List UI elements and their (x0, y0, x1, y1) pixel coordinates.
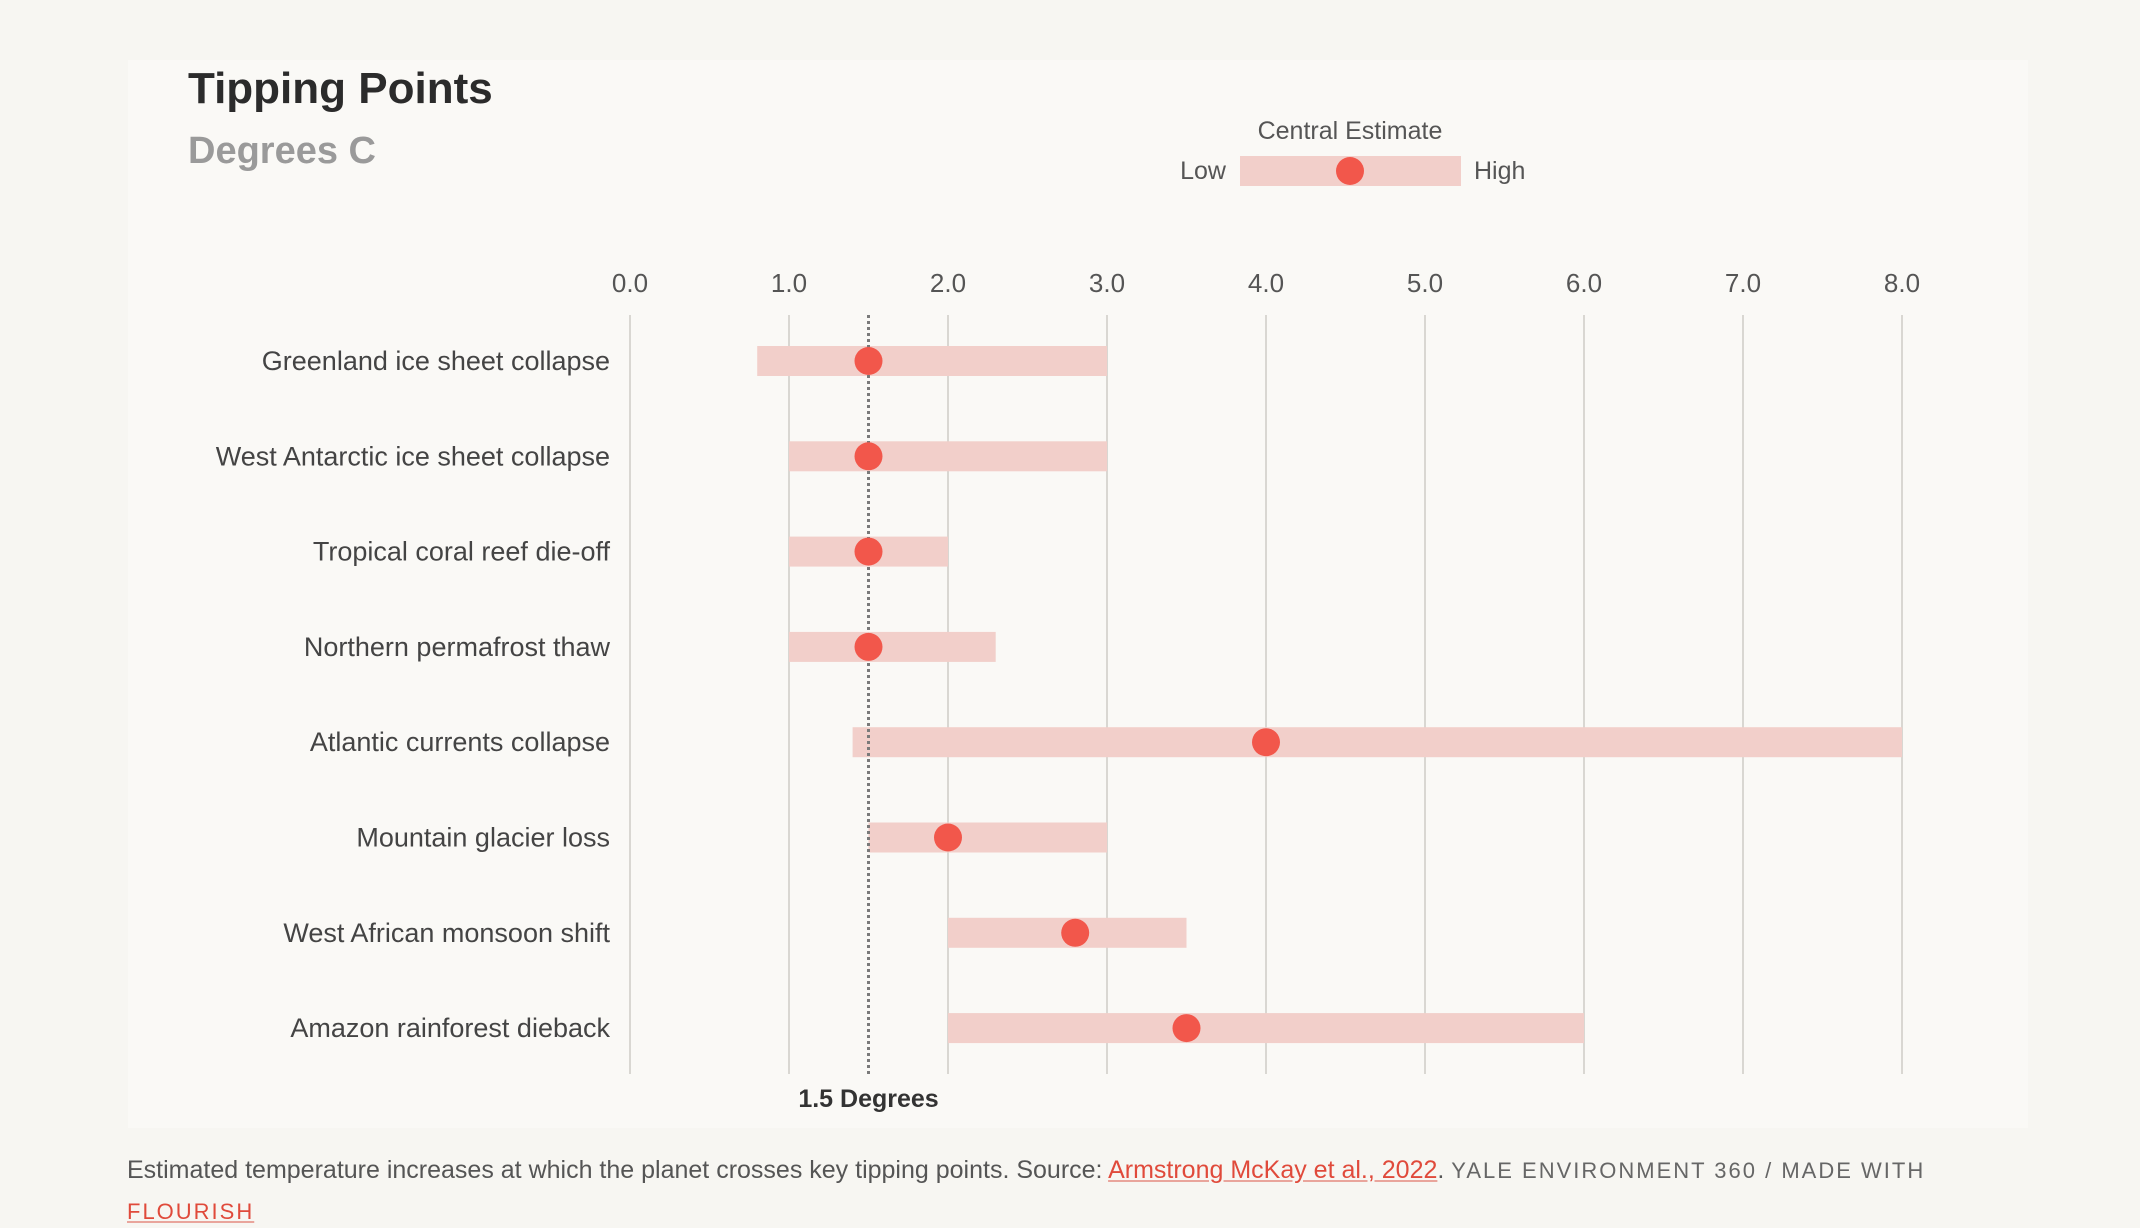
source-link[interactable]: Armstrong McKay et al., 2022 (1108, 1156, 1438, 1184)
reference-line-label: 1.5 Degrees (798, 1085, 938, 1113)
range-bar (789, 631, 996, 662)
row-label: Amazon rainforest dieback (290, 1013, 610, 1043)
x-tick-label: 2.0 (930, 268, 966, 298)
chart-svg: Central Estimate Low High 0.0 1.0 2.0 3.0 4.… (216, 117, 1920, 1113)
reference-line-group: 1.5 Degrees (798, 315, 939, 1113)
range-bar (852, 727, 1902, 758)
chart-title: Tipping Points (188, 64, 493, 113)
row-labels: Greenland ice sheet collapse West Antarct… (216, 346, 611, 1043)
gridlines (629, 315, 1903, 1074)
row-label: West African monsoon shift (283, 918, 610, 948)
x-tick-label: 8.0 (1884, 268, 1920, 298)
chart-subtitle: Degrees C (188, 130, 376, 172)
central-estimate-dot (1061, 918, 1090, 947)
flourish-link[interactable]: FLOURISH (127, 1199, 255, 1224)
row-label: Greenland ice sheet collapse (262, 346, 610, 376)
row-label: Northern permafrost thaw (304, 632, 611, 662)
x-tick-label: 5.0 (1407, 268, 1443, 298)
footer-credit: YALE ENVIRONMENT 360 / MADE WITH (1451, 1158, 1926, 1183)
footer-description: Estimated temperature increases at which… (127, 1156, 1109, 1184)
row-label: Mountain glacier loss (356, 823, 610, 853)
x-tick-label: 7.0 (1725, 268, 1761, 298)
range-bars (757, 346, 1902, 1044)
central-estimate-dot (854, 537, 883, 566)
legend-title: Central Estimate (1258, 117, 1443, 145)
central-estimate-dot (1172, 1014, 1201, 1043)
central-estimate-dot (854, 347, 883, 375)
row-label: Atlantic currents collapse (310, 727, 610, 757)
legend: Central Estimate Low High (1180, 117, 1525, 186)
central-estimate-dot (934, 823, 962, 852)
x-tick-label: 0.0 (612, 268, 648, 298)
legend-high-label: High (1474, 157, 1525, 185)
chart-card (128, 60, 2028, 1128)
central-estimate-dot (854, 632, 883, 661)
central-estimate-dot (854, 442, 883, 471)
range-bar (757, 346, 1107, 376)
range-bar (948, 1013, 1584, 1044)
x-tick-label: 4.0 (1248, 268, 1284, 298)
x-tick-label: 3.0 (1089, 268, 1125, 298)
range-bar (789, 441, 1107, 472)
footer-separator: . (1437, 1156, 1452, 1184)
range-bar (868, 822, 1107, 853)
x-tick-label: 1.0 (771, 268, 807, 298)
row-label: Tropical coral reef die-off (313, 537, 611, 567)
x-axis-ticks: 0.0 1.0 2.0 3.0 4.0 5.0 6.0 7.0 8.0 (612, 268, 1920, 298)
central-estimate-dot (1252, 728, 1280, 757)
footer-note: Estimated temperature increases at which… (127, 1150, 2027, 1228)
legend-central-dot (1336, 157, 1364, 185)
row-label: West Antarctic ice sheet collapse (216, 441, 610, 471)
central-dots (854, 347, 1280, 1043)
x-tick-label: 6.0 (1566, 268, 1602, 298)
legend-low-label: Low (1180, 157, 1227, 185)
